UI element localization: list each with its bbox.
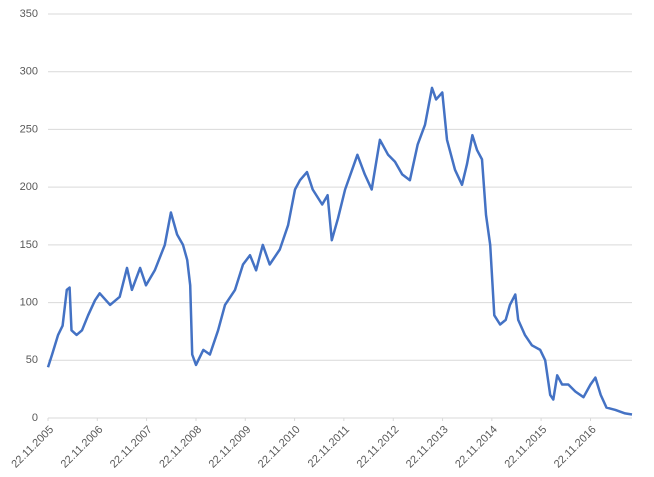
x-tick-label: 22.11.2011: [306, 424, 352, 470]
x-tick-label: 22.11.2016: [552, 424, 599, 471]
x-tick-label: 22.11.2006: [59, 424, 106, 471]
x-tick-label: 22.11.2010: [256, 424, 303, 471]
x-tick-label: 22.11.2005: [9, 424, 56, 471]
x-tick-label: 22.11.2013: [404, 424, 451, 471]
y-tick-label: 300: [20, 66, 38, 78]
price-line: [46, 86, 633, 416]
y-tick-label: 0: [32, 412, 38, 424]
y-tick-label: 150: [20, 239, 38, 251]
x-tick-label: 22.11.2007: [108, 424, 155, 471]
y-tick-label: 350: [20, 8, 38, 20]
x-tick-label: 22.11.2008: [157, 424, 204, 471]
x-tick-label: 22.11.2012: [355, 424, 402, 471]
y-tick-label: 250: [20, 123, 38, 135]
y-tick-label: 200: [20, 181, 38, 193]
y-tick-label: 100: [20, 296, 38, 308]
x-tick-label: 22.11.2014: [453, 424, 500, 471]
x-tick-label: 22.11.2009: [207, 424, 254, 471]
y-tick-label: 50: [26, 354, 38, 366]
x-tick-label: 22.11.2015: [502, 424, 549, 471]
